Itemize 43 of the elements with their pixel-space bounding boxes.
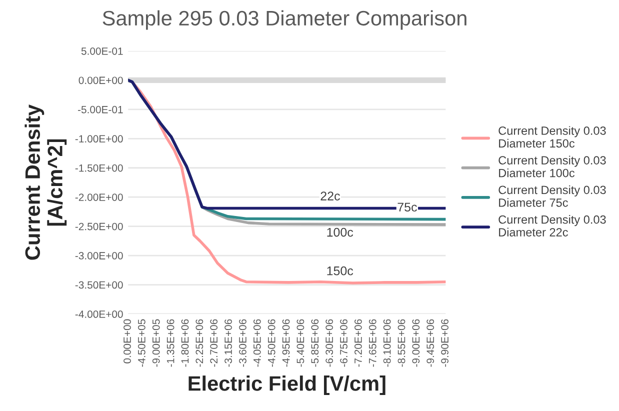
x-tick-label: -1.35E+06 [166,319,174,367]
y-tick-label: -3.00E+00 [75,252,123,260]
y-tick-label: -3.50E+00 [75,281,123,289]
x-tick-label: -5.40E+06 [296,319,304,367]
x-tick-label: -7.20E+06 [354,319,362,367]
x-tick-label: -4.05E+06 [253,319,261,367]
x-tick-label: -6.30E+06 [326,319,334,367]
x-tick-label: -4.50E+05 [138,319,146,367]
x-tick-label: -4.95E+06 [282,319,290,367]
annotation: 150c [327,266,354,276]
chart-title: Sample 295 0.03 Diameter Comparison [102,10,466,30]
annotation: 75c [398,202,417,212]
annotation: 22c [320,192,340,200]
x-axis-title: Electric Field [V/cm] [188,376,386,395]
y-tick-label: 0.00E+00 [78,76,123,84]
x-tick-label: -7.65E+06 [368,319,376,367]
x-tick-label: -9.00E+05 [152,319,160,367]
x-tick-label: -9.45E+06 [426,319,434,367]
y-tick-label: -5.00E-01 [78,106,123,114]
x-tick-label: -6.75E+06 [340,319,348,367]
x-tick-label: -9.00E+06 [412,319,420,367]
y-axis-title: Current Density [A/cm^2] [24,104,67,260]
x-tick-label: -1.80E+06 [181,319,189,367]
x-tick-label: -2.25E+06 [196,319,204,367]
legend-label: Current Density 0.03 Diameter 75c [498,185,606,207]
x-tick-label: -2.70E+06 [210,319,218,367]
y-tick-label: 5.00E-01 [81,47,123,55]
x-tick-label: -3.15E+06 [224,319,232,367]
legend-label: Current Density 0.03 Diameter 150c [498,126,606,148]
x-tick-label: -9.90E+06 [441,319,448,367]
x-tick-label: -4.50E+06 [268,319,276,367]
y-tick-label: -1.50E+00 [75,164,123,172]
legend-label: Current Density 0.03 Diameter 100c [498,156,606,178]
annotation: 100c [327,228,354,237]
y-tick-label: -2.00E+00 [75,194,123,201]
x-tick-label: -8.55E+06 [398,319,406,367]
legend-label: Current Density 0.03 Diameter 22c [498,215,606,236]
x-tick-label: -3.60E+06 [239,319,246,367]
x-tick-label: -5.85E+06 [311,319,319,367]
y-tick-label: -4.00E+00 [75,310,123,318]
y-tick-label: -1.00E+00 [75,135,123,143]
x-tick-label: -8.10E+06 [383,319,391,367]
y-tick-label: -2.50E+00 [75,222,123,230]
